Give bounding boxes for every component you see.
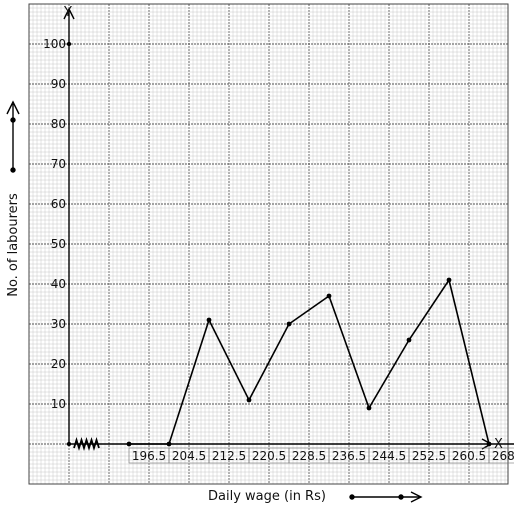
x-tick-box [488, 447, 514, 464]
y-axis-top-dot [66, 41, 72, 47]
x-tick-label: 252.5 [412, 449, 446, 463]
data-point [326, 293, 332, 299]
data-point [166, 441, 172, 447]
x-tick-label: 260.5 [452, 449, 486, 463]
y-tick-label: 70 [51, 157, 66, 171]
y-tick-label: 50 [51, 237, 66, 251]
axes [63, 7, 493, 452]
x-tick-label: 204.5 [172, 449, 206, 463]
data-point [126, 441, 132, 447]
grid-paper [28, 3, 509, 485]
x-tick-label: 228.5 [292, 449, 326, 463]
origin-dot [66, 441, 72, 447]
x-tick-label: 196.5 [132, 449, 166, 463]
y-tick-label: 20 [51, 357, 66, 371]
data-point [406, 337, 412, 343]
data-point [246, 397, 252, 403]
data-point [286, 321, 292, 327]
y-tick-label: 60 [51, 197, 66, 211]
data-point [206, 317, 212, 323]
y-tick-label: 90 [51, 77, 66, 91]
data-point [446, 277, 452, 283]
tick-labels: 10 20 30 40 50 60 70 80 90 100 196.5 204.5 212.5 220.… [43, 37, 514, 464]
series-polyline [129, 278, 514, 445]
right-arrow-icon [349, 491, 423, 503]
data-point [366, 405, 372, 411]
up-arrow-icon [6, 100, 20, 173]
y-tick-label: 80 [51, 117, 66, 131]
y-tick-label: 40 [51, 277, 66, 291]
series-line [126, 277, 514, 447]
x-tick-label: 244.5 [372, 449, 406, 463]
x-tick-label: 236.5 [332, 449, 366, 463]
y-tick-label: 100 [43, 37, 66, 51]
x-axis-letter: X [494, 437, 503, 452]
data-point [486, 441, 492, 447]
x-axis-break-icon [73, 436, 100, 452]
y-axis-arrow-icon [63, 7, 75, 20]
y-axis-title: No. of labourers [6, 193, 21, 297]
y-tick-label: 10 [51, 397, 66, 411]
y-axis-letter: Y [63, 5, 72, 20]
graph-border [28, 3, 509, 485]
x-tick-label: 220.5 [252, 449, 286, 463]
y-tick-label: 30 [51, 317, 66, 331]
x-tick-label: 268.5 [492, 449, 514, 463]
x-axis-title: Daily wage (in Rs) [208, 489, 326, 504]
x-tick-label: 212.5 [212, 449, 246, 463]
